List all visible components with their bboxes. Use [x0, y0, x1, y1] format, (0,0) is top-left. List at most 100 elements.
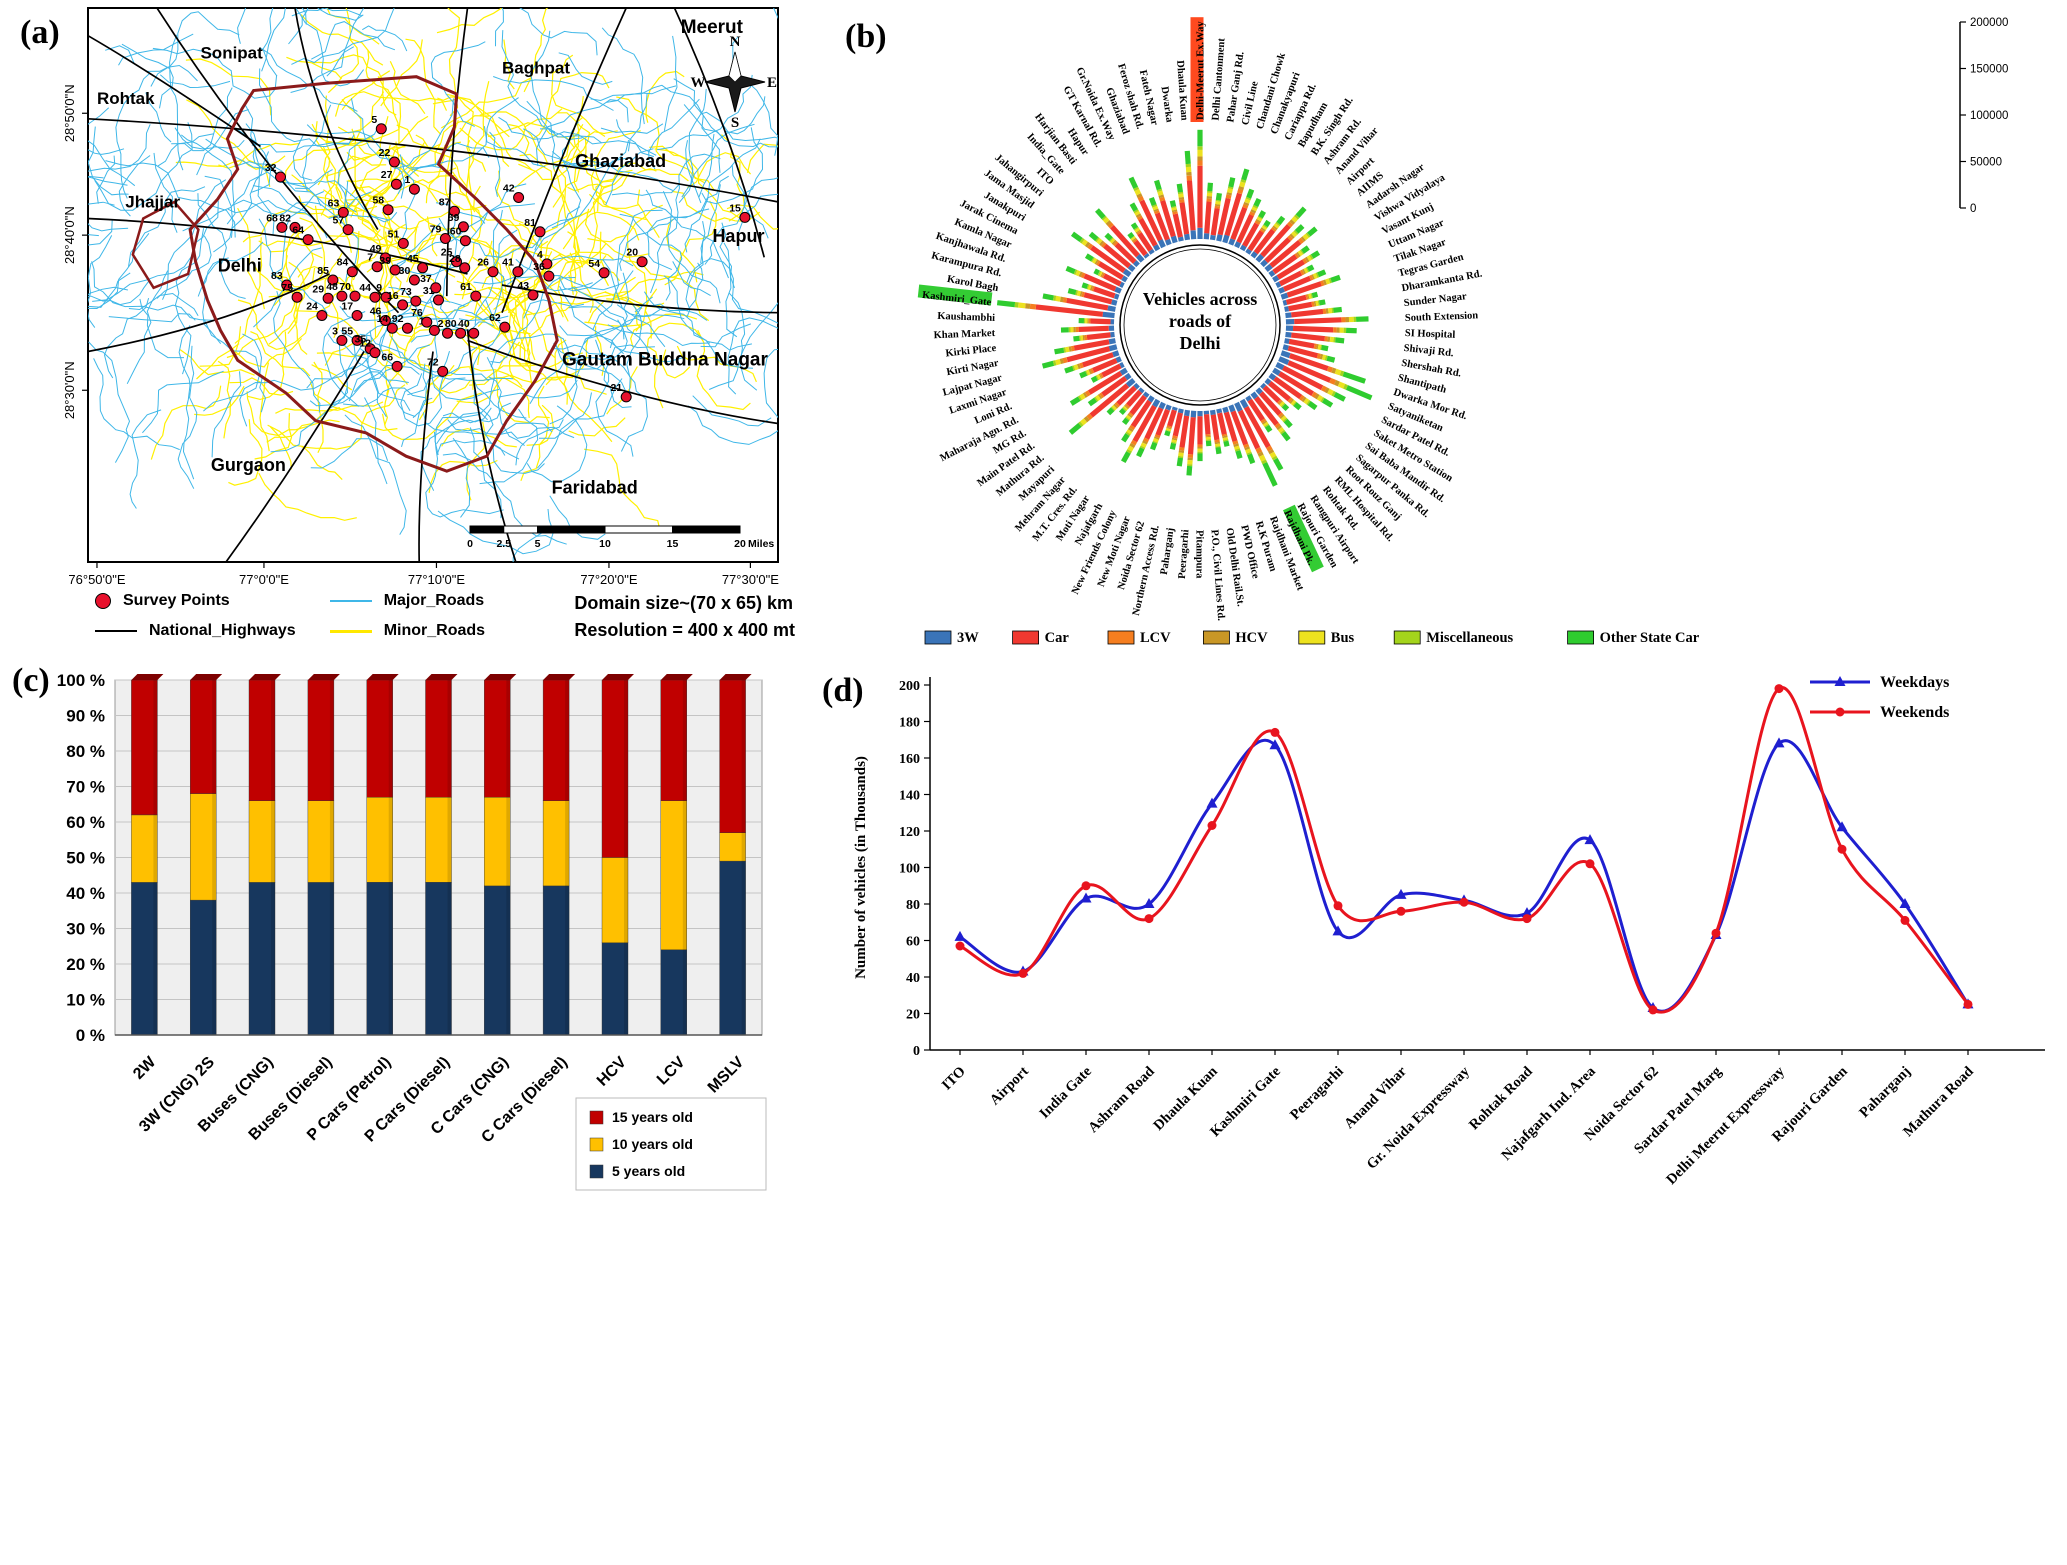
bar-segment [601, 679, 629, 858]
bar-segment [1310, 250, 1321, 259]
triangle-marker [1395, 888, 1407, 899]
legend-label: National_Highways [149, 622, 296, 639]
minor-road-line [185, 58, 272, 116]
bar-segment [1081, 239, 1088, 246]
bar-segment [1084, 390, 1091, 397]
polar-bar [1222, 168, 1250, 244]
bar-3d-shade [153, 680, 158, 1035]
major-road-line [169, 34, 184, 171]
major-road-line [105, 45, 198, 82]
minor-road-line [562, 211, 640, 250]
circle-marker [1396, 906, 1406, 916]
bar-segment [1288, 301, 1313, 312]
bar-segment [1136, 193, 1143, 199]
compass-w-label: W [691, 75, 706, 91]
bar-segment [1129, 202, 1138, 212]
major-road-line [171, 87, 233, 152]
polar-label-group: Dwarka [1159, 86, 1175, 124]
bar-segment [1247, 398, 1265, 422]
bar-segment [1179, 202, 1190, 235]
bar-segment [366, 796, 393, 883]
polar-legend-swatch [1298, 630, 1326, 645]
polar-legend-swatch [1107, 630, 1135, 645]
bar-segment [1110, 319, 1115, 325]
weekends-line [959, 686, 1970, 1014]
road-label: Delhi-Meerut Ex.Way [1196, 21, 1207, 120]
scalebar-segment [537, 525, 606, 534]
polar-bar [1093, 268, 1125, 288]
survey-point-number: 36 [533, 261, 545, 273]
polar-bar [1264, 378, 1302, 411]
bar-segment [1336, 327, 1340, 333]
bar-segment [1143, 437, 1150, 443]
bar-segment [1025, 303, 1031, 309]
bar-segment [1078, 421, 1084, 427]
major-road-line [600, 123, 664, 134]
major-road-line [763, 348, 778, 419]
major-road-line [605, 148, 654, 206]
bar-segment [1090, 318, 1111, 325]
bar-segment [1223, 411, 1238, 443]
bar-segment [1281, 431, 1291, 442]
bar-segment [1187, 454, 1194, 459]
bar-segment [1185, 166, 1192, 173]
bar-segment [1093, 268, 1100, 276]
survey-point [336, 290, 348, 302]
survey-point-number: 7 [367, 252, 373, 264]
major-road-line [203, 319, 267, 413]
major-road-line [288, 8, 309, 45]
bar-segment [1245, 248, 1252, 255]
major-road-line [549, 359, 586, 425]
x-axis-tick-label: 77°10'0"E [408, 572, 465, 585]
major-road-line [292, 133, 313, 181]
survey-point-number: 55 [341, 325, 353, 337]
bar-segment [484, 679, 511, 798]
polar-bar [1280, 350, 1366, 384]
bar-segment [1138, 387, 1145, 394]
major-road-line [0, 232, 39, 274]
bar-segment [1102, 273, 1122, 287]
bar-segment [1253, 228, 1276, 255]
major-road-line [663, 35, 678, 131]
major-road-line [262, 8, 278, 77]
bar-segment [1325, 308, 1329, 314]
major-road-line [692, 395, 772, 427]
bar-segment [1239, 244, 1247, 252]
bar-segment [131, 679, 158, 816]
survey-point [397, 299, 409, 311]
minor-road-line [335, 155, 387, 233]
major-road-line [436, 439, 520, 460]
bar-segment [719, 679, 746, 833]
bar-segment [1134, 210, 1141, 216]
bar-3d-shade [212, 680, 217, 1035]
bar-segment [1113, 293, 1120, 300]
survey-point-number: 83 [271, 270, 283, 282]
bar-segment [1307, 401, 1318, 411]
minor-road-line [531, 71, 610, 140]
bar-segment [1207, 182, 1214, 192]
triangle-marker [1080, 892, 1092, 903]
stacked-legend-label: 5 years old [612, 1163, 685, 1179]
bar-segment [1278, 286, 1286, 294]
bar-segment [1172, 213, 1183, 238]
bar-segment [1078, 317, 1085, 324]
major-road-line [397, 97, 519, 195]
bar-segment [1222, 435, 1228, 439]
x-category-label: Airport [987, 1063, 1032, 1108]
minor-road-line [551, 54, 606, 138]
bar-segment [1055, 295, 1061, 302]
bar-segment [1215, 199, 1221, 202]
bar-segment [1314, 393, 1320, 400]
minor-road-line [587, 276, 636, 324]
y-tick-label: 80 % [66, 742, 105, 761]
bar-segment [1312, 273, 1318, 280]
survey-point-number: 30 [399, 265, 411, 277]
bar-segment [1333, 327, 1337, 333]
major-road-line [157, 133, 214, 167]
bar-segment [1252, 204, 1259, 209]
minor-road-line [461, 240, 493, 300]
bar-segment [1250, 391, 1259, 400]
polar-legend-swatch [1012, 630, 1040, 645]
survey-point-number: 60 [450, 226, 462, 238]
x-category-label: Peeragarhi [1287, 1064, 1347, 1124]
